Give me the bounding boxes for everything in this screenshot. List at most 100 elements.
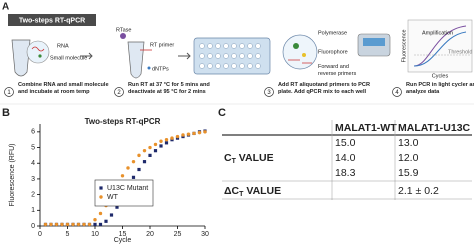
label: dNTPs xyxy=(152,66,169,72)
data-point xyxy=(54,222,59,227)
data-point xyxy=(186,132,191,136)
label: Polymerase xyxy=(318,30,347,36)
legend-marker xyxy=(99,186,103,190)
label: Forward and reverse primers xyxy=(318,64,357,77)
step-text: Run PCR in light cycler and analyze data xyxy=(406,82,474,95)
data-point xyxy=(164,141,169,145)
dntp-icon xyxy=(147,66,151,70)
table-cell: 14.0 xyxy=(335,152,356,164)
y-tick-label: 6 xyxy=(31,129,35,136)
data-point xyxy=(93,218,97,222)
data-point xyxy=(82,222,86,227)
label: RNA xyxy=(57,43,69,49)
data-point xyxy=(98,222,103,227)
data-point xyxy=(197,130,202,135)
label: RTase xyxy=(116,27,132,33)
data-point xyxy=(170,136,174,140)
data-point xyxy=(120,174,125,178)
wells xyxy=(199,43,261,69)
label: Cycles xyxy=(432,73,449,79)
mini-chart xyxy=(407,19,473,73)
legend-box xyxy=(94,179,154,207)
data-point xyxy=(142,148,147,153)
y-tick-label: 2 xyxy=(31,191,35,198)
panel-label: C xyxy=(218,107,226,119)
title-box xyxy=(8,14,96,26)
row-label-part: C xyxy=(232,185,240,197)
step-number: 2 xyxy=(117,90,121,96)
x-tick-label: 15 xyxy=(119,231,127,238)
label: Threshold xyxy=(448,49,472,55)
row-label: CT VALUE xyxy=(224,152,274,165)
cycler-lid xyxy=(363,38,385,46)
data-point xyxy=(175,134,180,139)
data-point xyxy=(203,130,207,134)
x-tick-label: 10 xyxy=(91,231,99,238)
rtase-icon xyxy=(120,33,126,39)
mini-curve xyxy=(413,31,467,67)
y-axis-label: Fluorescence (RFU) xyxy=(9,143,16,206)
rna-icon xyxy=(31,46,45,52)
step-number: 3 xyxy=(267,90,271,96)
arrow xyxy=(178,52,191,60)
label: Fluorophore xyxy=(318,49,348,55)
column-header: MALAT1-U13C xyxy=(398,122,471,134)
row-label-part: Δ xyxy=(224,185,232,197)
column-header: MALAT1-WT xyxy=(335,122,397,134)
legend-label: U13C Mutant xyxy=(107,185,148,192)
data-point xyxy=(115,205,119,209)
step-text: Add RT aliquotand primers to PCR plate. … xyxy=(278,82,370,95)
panel-label: B xyxy=(2,107,10,119)
data-point xyxy=(192,131,196,136)
step-circle xyxy=(264,87,274,97)
data-point xyxy=(65,222,70,227)
data-point xyxy=(131,159,136,164)
table-cell: 15.9 xyxy=(398,167,419,179)
arrow xyxy=(80,52,93,60)
row-label-part: T xyxy=(232,158,237,165)
step-circle xyxy=(4,87,14,97)
fluorophore-icon xyxy=(302,53,306,57)
x-tick-label: 25 xyxy=(174,231,182,238)
data-point xyxy=(104,219,108,223)
legend-label: WT xyxy=(107,194,119,201)
panel-label: A xyxy=(2,2,9,13)
step-circle xyxy=(392,87,402,97)
row-label: ΔCT VALUE xyxy=(224,185,281,198)
x-tick-label: 30 xyxy=(201,231,209,238)
step-number: 1 xyxy=(7,90,11,96)
x-tick-label: 5 xyxy=(66,231,70,238)
panel-title: Two-steps RT-qPCR xyxy=(19,17,85,24)
data-point xyxy=(49,222,53,227)
y-tick-label: 3 xyxy=(31,176,35,183)
x-tick-label: 20 xyxy=(146,231,154,238)
y-tick-label: 0 xyxy=(31,223,35,230)
step-text: Combine RNA and small molecule and incub… xyxy=(18,82,109,95)
data-point xyxy=(98,211,103,216)
data-point xyxy=(159,139,163,143)
data-point xyxy=(153,149,158,153)
row-label-part: VALUE xyxy=(243,185,281,197)
table-cell: 12.0 xyxy=(398,152,419,164)
step-circle xyxy=(114,87,124,97)
data-point xyxy=(142,160,147,164)
table-cell: 2.1 ± 0.2 xyxy=(398,185,439,197)
zoom-circle xyxy=(282,34,318,70)
y-tick-label: 1 xyxy=(31,207,35,214)
zoom-circle xyxy=(26,40,50,64)
row-label-part: C xyxy=(224,152,232,164)
table-cell: 18.3 xyxy=(335,167,356,179)
polymerase-icon xyxy=(293,43,299,49)
label: Amplification xyxy=(422,30,453,36)
row-label-part: VALUE xyxy=(236,152,274,164)
molecule-icon xyxy=(38,54,42,58)
data-point xyxy=(76,222,81,227)
primer-icon xyxy=(288,59,312,64)
data-point xyxy=(148,145,152,150)
data-point xyxy=(60,222,64,227)
data-point xyxy=(153,142,158,147)
y-tick-label: 4 xyxy=(31,160,35,167)
row-label-part: T xyxy=(239,191,244,198)
